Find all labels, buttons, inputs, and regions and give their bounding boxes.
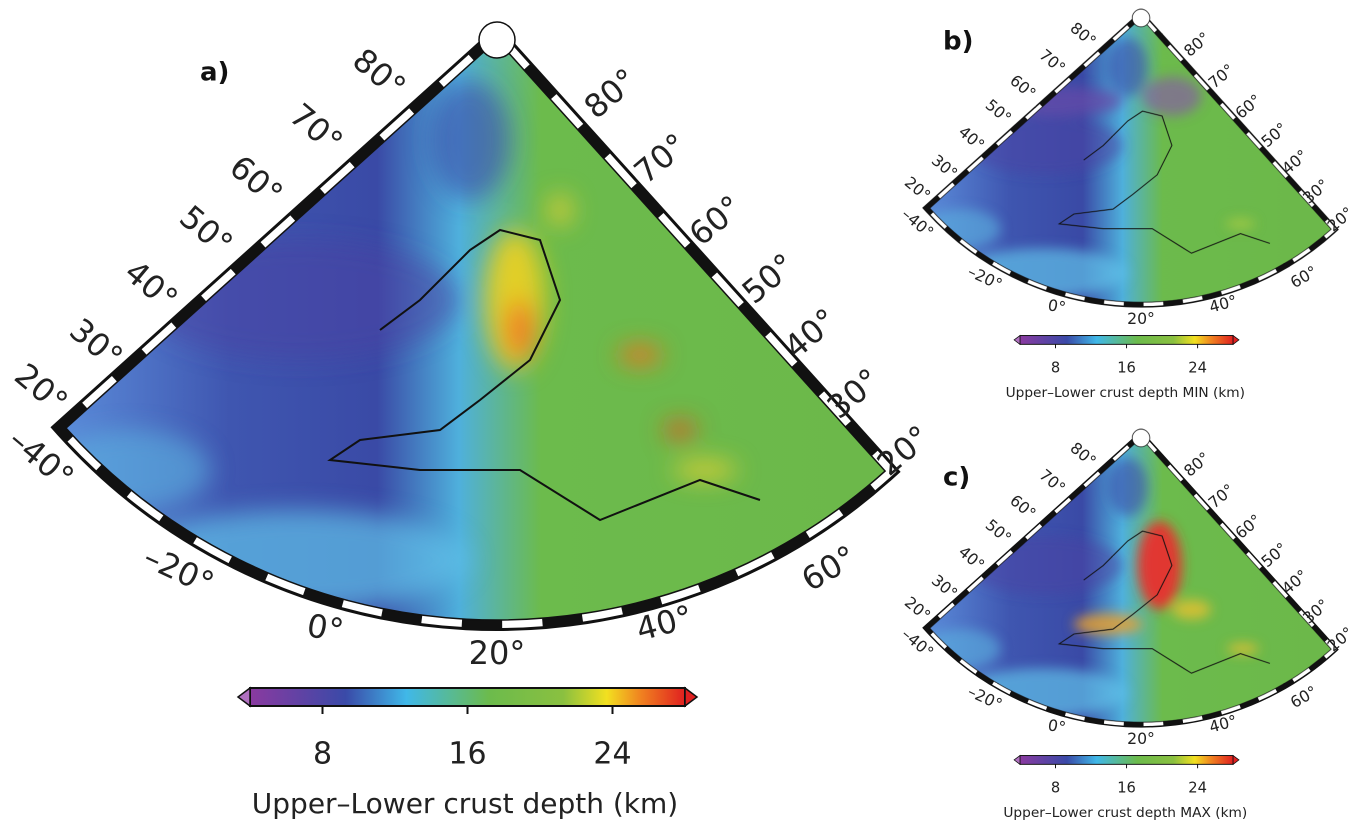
figure: a) b) c) 80°70°60°50°40°30°20°80°70°60°5… bbox=[0, 0, 1361, 828]
panel-label: b) bbox=[943, 27, 974, 57]
lon-label: 20° bbox=[469, 634, 526, 672]
lat-label: 20° bbox=[7, 356, 75, 422]
lon-label: 20° bbox=[1127, 309, 1155, 328]
field-blob bbox=[548, 194, 572, 226]
field-blob bbox=[673, 461, 737, 479]
lat-label: 80° bbox=[577, 61, 645, 127]
lat-label: 20° bbox=[901, 593, 934, 625]
colorbar-end bbox=[685, 688, 697, 706]
field-blob bbox=[1142, 77, 1201, 116]
lon-label: 0° bbox=[1046, 295, 1067, 317]
pole-cap bbox=[1132, 9, 1150, 27]
field-blob bbox=[430, 80, 510, 200]
lat-label: 40° bbox=[955, 122, 988, 154]
colorbar-label: Upper–Lower crust depth MIN (km) bbox=[1006, 385, 1245, 401]
lat-label: 80° bbox=[345, 41, 413, 107]
lat-label: 50° bbox=[982, 95, 1015, 127]
lon-label: 0° bbox=[304, 606, 346, 650]
field-blob bbox=[1227, 644, 1258, 654]
colorbar-end bbox=[1233, 336, 1239, 345]
lat-label: 40° bbox=[117, 253, 185, 319]
lat-label: 70° bbox=[1036, 45, 1069, 77]
field-blob bbox=[1108, 38, 1147, 97]
lon-label: 20° bbox=[1127, 729, 1155, 748]
field-blob bbox=[506, 300, 534, 360]
lat-label: 60° bbox=[222, 148, 290, 214]
colorbar-tick-label: 24 bbox=[1188, 779, 1207, 796]
lat-label: 60° bbox=[1006, 71, 1039, 103]
colorbar-tick-label: 8 bbox=[1051, 779, 1060, 796]
colorbar-tick-label: 8 bbox=[1051, 359, 1060, 376]
panel-label: a) bbox=[200, 58, 229, 88]
field-blob bbox=[966, 116, 1123, 175]
field-blob bbox=[1108, 458, 1147, 517]
field-blob bbox=[1226, 219, 1255, 229]
colorbar-tick-label: 24 bbox=[1188, 359, 1207, 376]
colorbar-tick-label: 16 bbox=[448, 737, 486, 772]
field-blob bbox=[1074, 613, 1143, 635]
lat-label: 80° bbox=[1067, 18, 1100, 50]
panel-label: c) bbox=[943, 463, 970, 493]
colorbar bbox=[1020, 336, 1233, 345]
lat-label: 60° bbox=[1006, 491, 1039, 523]
lat-label: 50° bbox=[982, 515, 1015, 547]
colorbar-end bbox=[1014, 336, 1020, 345]
lat-label: 80° bbox=[1067, 438, 1100, 470]
colorbar-tick-label: 16 bbox=[1117, 779, 1136, 796]
lon-label: 60° bbox=[795, 538, 863, 599]
field-blob bbox=[1172, 600, 1211, 620]
colorbar-end bbox=[1233, 756, 1239, 765]
lat-label: 70° bbox=[1036, 465, 1069, 497]
field-blob bbox=[140, 240, 460, 360]
colorbar bbox=[1020, 756, 1233, 765]
colorbar bbox=[250, 688, 685, 706]
colorbar-tick-label: 8 bbox=[313, 737, 332, 772]
pole-cap bbox=[479, 22, 515, 58]
lat-label: 70° bbox=[282, 96, 350, 162]
lat-label: 80° bbox=[1180, 28, 1213, 60]
colorbar-end bbox=[238, 688, 250, 706]
colorbar-tick-label: 24 bbox=[593, 737, 631, 772]
map-panel: 80°70°60°50°40°30°20°80°70°60°50°40°30°2… bbox=[1, 22, 937, 820]
colorbar-label: Upper–Lower crust depth MAX (km) bbox=[1003, 805, 1247, 821]
lat-label: 50° bbox=[172, 198, 240, 264]
field-blob bbox=[966, 536, 1123, 595]
colorbar-label: Upper–Lower crust depth (km) bbox=[252, 787, 678, 820]
map-panel: 80°70°60°50°40°30°20°80°70°60°50°40°30°2… bbox=[898, 9, 1357, 401]
colorbar-end bbox=[1014, 756, 1020, 765]
field-blob bbox=[1138, 521, 1182, 609]
lon-label: 60° bbox=[1287, 682, 1321, 712]
lat-label: 20° bbox=[901, 173, 934, 205]
pole-cap bbox=[1132, 429, 1150, 447]
lat-label: 80° bbox=[1180, 448, 1213, 480]
lon-label: 60° bbox=[1287, 262, 1321, 292]
lon-label: 0° bbox=[1046, 715, 1067, 737]
field-blob bbox=[664, 421, 696, 439]
colorbar-tick-label: 16 bbox=[1117, 359, 1136, 376]
lat-label: 40° bbox=[955, 542, 988, 574]
field-blob bbox=[618, 345, 662, 365]
